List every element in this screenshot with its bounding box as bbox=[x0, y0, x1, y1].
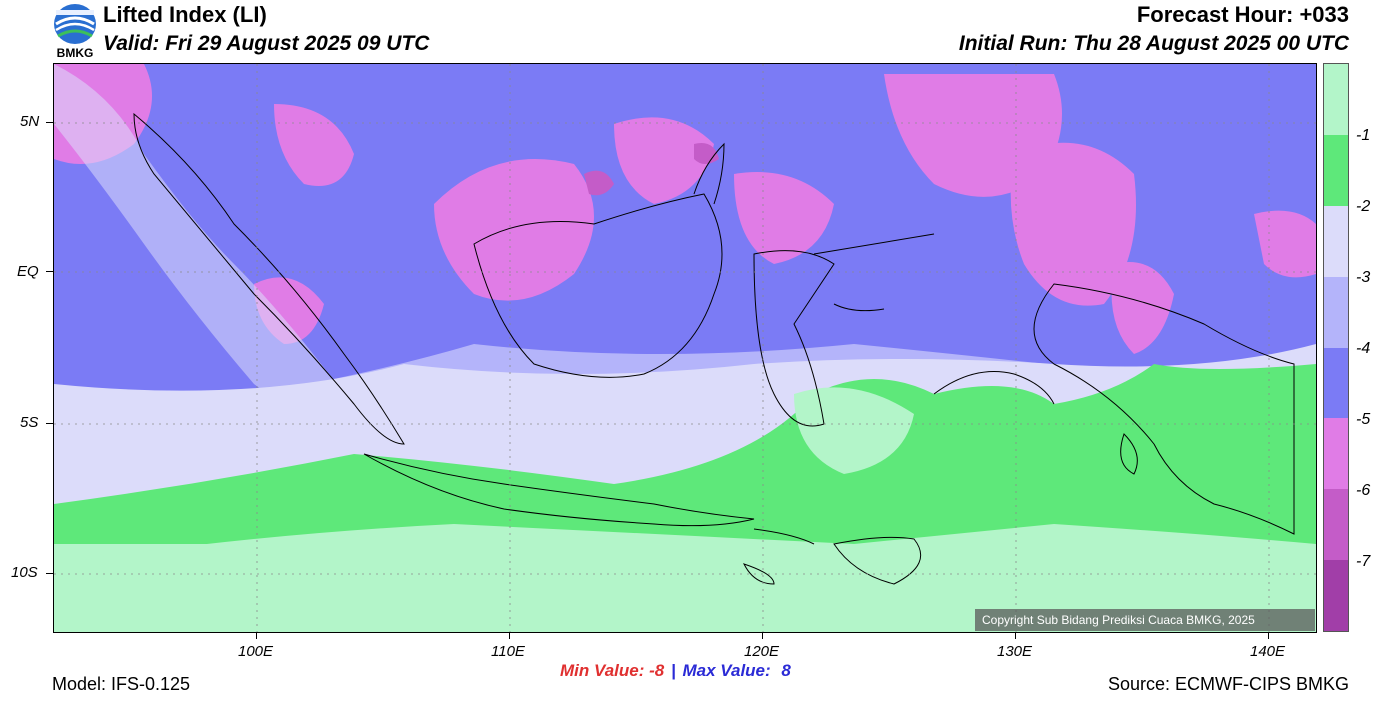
copyright-note: Copyright Sub Bidang Prediksi Cuaca BMKG… bbox=[975, 609, 1315, 631]
lat-label-10s: 10S bbox=[11, 564, 38, 581]
colorbar-segment bbox=[1324, 134, 1348, 206]
colorbar-segment bbox=[1324, 205, 1348, 277]
forecast-hour: Forecast Hour: +033 bbox=[1136, 2, 1349, 27]
bmkg-logo: BMKG bbox=[52, 2, 98, 60]
lon-label-110e: 110E bbox=[491, 643, 525, 660]
lon-tick bbox=[1268, 632, 1269, 639]
colorbar-label: -2 bbox=[1356, 198, 1371, 215]
lat-label-5n: 5N bbox=[20, 113, 40, 130]
colorbar-label: -1 bbox=[1356, 127, 1371, 144]
map-panel bbox=[53, 63, 1317, 633]
colorbar-segment bbox=[1324, 347, 1348, 419]
lon-label-140e: 140E bbox=[1250, 643, 1286, 660]
logo-text: BMKG bbox=[56, 46, 94, 60]
source-info: Source: ECMWF-CIPS BMKG bbox=[1107, 674, 1349, 694]
colorbar-label: -6 bbox=[1356, 482, 1371, 499]
colorbar-segment bbox=[1324, 489, 1348, 561]
model-info: Model: IFS-0.125 bbox=[52, 674, 191, 694]
lat-tick bbox=[46, 271, 53, 272]
lon-label-100e: 100E bbox=[238, 643, 274, 660]
lat-label-5s: 5S bbox=[20, 414, 39, 431]
colorbar-segment bbox=[1324, 560, 1348, 631]
colorbar-label: -7 bbox=[1356, 553, 1371, 570]
separator: | bbox=[670, 661, 676, 680]
lon-label-120e: 120E bbox=[744, 643, 780, 660]
bmkg-logo-icon bbox=[54, 4, 96, 44]
lifted-index-map bbox=[54, 64, 1316, 632]
lon-tick bbox=[762, 632, 763, 639]
initial-run: Initial Run: Thu 28 August 2025 00 UTC bbox=[958, 32, 1349, 55]
lon-label-130e: 130E bbox=[997, 643, 1033, 660]
colorbar-segment bbox=[1324, 418, 1348, 490]
max-value: 8 bbox=[781, 661, 791, 680]
lat-tick bbox=[46, 573, 53, 574]
min-label: Min Value: bbox=[560, 661, 645, 680]
valid-time: Valid: Fri 29 August 2025 09 UTC bbox=[103, 32, 430, 55]
chart-title: Lifted Index (LI) bbox=[103, 2, 267, 27]
lat-tick bbox=[46, 423, 53, 424]
lat-tick bbox=[46, 122, 53, 123]
colorbar-label: -5 bbox=[1356, 411, 1371, 428]
colorbar-label: -3 bbox=[1356, 269, 1371, 286]
lat-label-eq: EQ bbox=[17, 263, 39, 280]
lon-tick bbox=[1015, 632, 1016, 639]
colorbar bbox=[1323, 63, 1349, 632]
lon-tick bbox=[509, 632, 510, 639]
min-value: -8 bbox=[649, 661, 665, 680]
colorbar-label: -4 bbox=[1356, 340, 1371, 357]
lon-tick bbox=[256, 632, 257, 639]
min-max-summary: Min Value: -8 | Max Value: 8 bbox=[560, 661, 791, 681]
max-label: Max Value: bbox=[682, 661, 771, 680]
colorbar-segment bbox=[1324, 276, 1348, 348]
colorbar-segment bbox=[1324, 64, 1348, 135]
